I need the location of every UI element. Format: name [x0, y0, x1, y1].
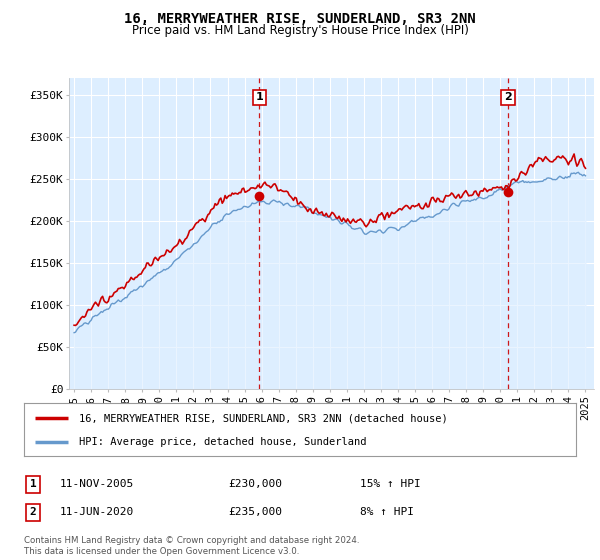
- Text: HPI: Average price, detached house, Sunderland: HPI: Average price, detached house, Sund…: [79, 436, 367, 446]
- Text: Price paid vs. HM Land Registry's House Price Index (HPI): Price paid vs. HM Land Registry's House …: [131, 24, 469, 36]
- Text: £230,000: £230,000: [228, 479, 282, 489]
- Text: £235,000: £235,000: [228, 507, 282, 517]
- Text: Contains HM Land Registry data © Crown copyright and database right 2024.
This d: Contains HM Land Registry data © Crown c…: [24, 536, 359, 556]
- Text: 8% ↑ HPI: 8% ↑ HPI: [360, 507, 414, 517]
- Text: 1: 1: [29, 479, 37, 489]
- Text: 16, MERRYWEATHER RISE, SUNDERLAND, SR3 2NN (detached house): 16, MERRYWEATHER RISE, SUNDERLAND, SR3 2…: [79, 413, 448, 423]
- Text: 11-NOV-2005: 11-NOV-2005: [60, 479, 134, 489]
- Text: 11-JUN-2020: 11-JUN-2020: [60, 507, 134, 517]
- Text: 2: 2: [504, 92, 512, 102]
- Text: 16, MERRYWEATHER RISE, SUNDERLAND, SR3 2NN: 16, MERRYWEATHER RISE, SUNDERLAND, SR3 2…: [124, 12, 476, 26]
- Text: 15% ↑ HPI: 15% ↑ HPI: [360, 479, 421, 489]
- Text: 2: 2: [29, 507, 37, 517]
- Text: 1: 1: [256, 92, 263, 102]
